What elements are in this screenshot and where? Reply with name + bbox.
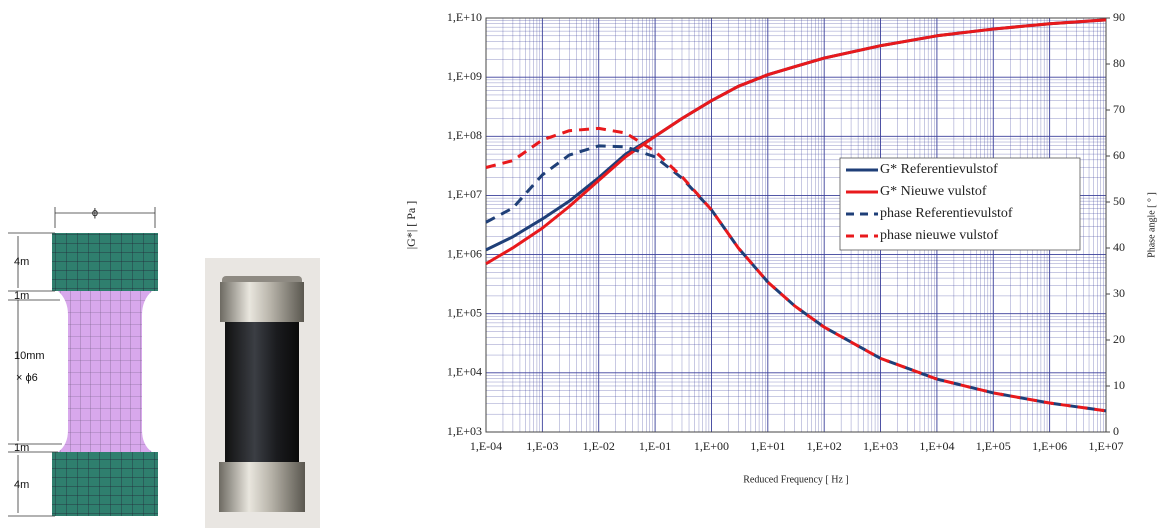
cap [220,282,304,322]
top-cap-mesh [52,233,158,291]
sample [225,322,299,462]
legend-label: phase Referentievulstof [880,206,1013,221]
x-tick-label: 1,E-03 [526,439,558,453]
y2-tick-label: 30 [1113,286,1125,300]
dimension-label: 1m [14,442,29,454]
x-tick-label: 1,E+05 [976,439,1011,453]
specimen-body-mesh [58,291,152,452]
legend-label: G* Referentievulstof [880,162,998,177]
y2-tick-label: 40 [1113,240,1125,254]
y-tick-label: 1,E+10 [447,10,482,24]
y2-tick-label: 90 [1113,10,1125,24]
x-axis-title: Reduced Frequency [ Hz ] [743,474,849,485]
x-tick-label: 1,E+02 [807,439,842,453]
x-tick-label: 1,E-02 [583,439,615,453]
y2-tick-label: 0 [1113,424,1119,438]
bottom-cap-mesh [52,452,158,516]
x-tick-label: 1,E+01 [750,439,785,453]
y-tick-label: 1,E+05 [447,305,482,319]
x-tick-label: 1,E+07 [1088,439,1123,453]
y2-tick-label: 50 [1113,194,1125,208]
dimension-label: 4m [14,479,29,491]
dimension-label: 4m [14,256,29,268]
dimension-label: × ϕ6 [16,372,38,384]
y2-tick-label: 80 [1113,56,1125,70]
y-tick-label: 1,E+07 [447,187,482,201]
y2-axis-title: Phase angle [ ° ] [1146,192,1157,258]
specimen-diagram: ϕ 4m 1m 10mm × ϕ6 1m 4m [8,207,158,516]
y-axis-title: |G*| [ Pa ] [404,201,418,249]
legend-label: phase nieuwe vulstof [880,228,999,243]
y-tick-label: 1,E+04 [447,365,482,379]
x-tick-label: 1,E+03 [863,439,898,453]
dimension-label: 1m [14,290,29,302]
dimension-label: 10mm [14,350,45,362]
x-tick-label: 1,E+00 [694,439,729,453]
y2-tick-label: 10 [1113,378,1125,392]
y-tick-label: 1,E+09 [447,69,482,83]
diameter-label: ϕ [92,207,98,219]
y2-tick-label: 70 [1113,102,1125,116]
x-tick-label: 1,E-01 [639,439,671,453]
x-tick-label: 1,E-04 [470,439,502,453]
figure: ϕ 4m 1m 10mm × ϕ6 1m 4m Reduced Frequenc… [0,0,1162,528]
legend-label: G* Nieuwe vulstof [880,184,987,199]
y-tick-label: 1,E+03 [447,424,482,438]
y-tick-label: 1,E+06 [447,246,482,260]
x-tick-label: 1,E+04 [919,439,954,453]
y-tick-label: 1,E+08 [447,128,482,142]
y2-tick-label: 20 [1113,332,1125,346]
chart: Reduced Frequency [ Hz ] |G*| [ Pa ] Pha… [404,10,1158,486]
cap [219,462,305,512]
y2-tick-label: 60 [1113,148,1125,162]
x-tick-label: 1,E+06 [1032,439,1067,453]
specimen-photo [205,258,320,528]
